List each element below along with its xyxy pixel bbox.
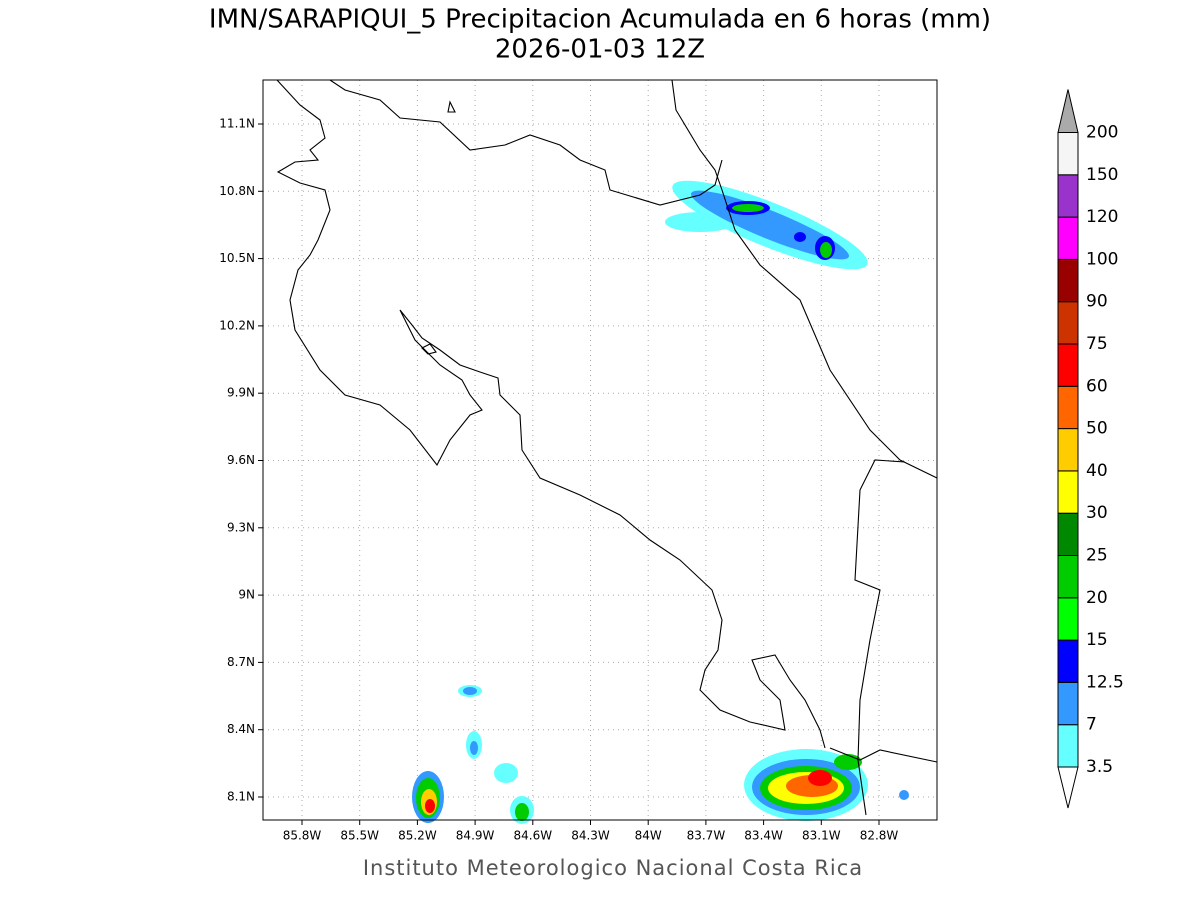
lon-label: 85.2W	[398, 829, 437, 843]
coastlines	[276, 79, 938, 816]
lat-label: 10.5N	[219, 251, 255, 265]
colorbar-segment	[1057, 258, 1079, 303]
lat-label: 9.3N	[227, 520, 255, 534]
lon-label: 83.1W	[802, 829, 841, 843]
lat-label: 9.6N	[227, 453, 255, 467]
colorbar-label: 40	[1086, 461, 1108, 481]
colorbar-segment	[1057, 301, 1079, 345]
colorbar-segment	[1057, 681, 1079, 726]
lon-label: 84.9W	[456, 829, 495, 843]
colorbar-segment	[1057, 597, 1079, 641]
colorbar-segment	[1057, 343, 1079, 387]
lon-label: 82.8W	[860, 829, 899, 843]
colorbar-segment	[1057, 216, 1079, 260]
map-subtitle: 2026-01-03 12Z	[495, 35, 705, 65]
lat-label: 11.1N	[219, 117, 255, 131]
lat-label: 8.4N	[227, 722, 255, 736]
grid: 11.1N 10.8N 10.5N 10.2N 9.9N 9.6N 9.3N 9N 8.7N 8.…	[219, 80, 937, 843]
lat-label: 10.8N	[219, 184, 255, 198]
colorbar: 3.5 7 12.5 15 20 25 30 40 50 60 75 90 100 120 150 200	[1057, 89, 1124, 809]
colorbar-segment	[1057, 174, 1079, 218]
lon-label: 84W	[635, 829, 662, 843]
colorbar-label: 50	[1086, 419, 1108, 439]
colorbar-label: 200	[1086, 123, 1118, 143]
map-title: IMN/SARAPIQUI_5 Precipitacion Acumulada …	[209, 5, 991, 35]
lon-label: 83.4W	[744, 829, 783, 843]
map-frame	[262, 79, 938, 821]
colorbar-label: 20	[1086, 588, 1108, 608]
colorbar-label: 3.5	[1086, 757, 1113, 777]
colorbar-label: 30	[1086, 503, 1108, 523]
lon-label: 85.5W	[340, 829, 379, 843]
lon-label: 84.3W	[571, 829, 610, 843]
colorbar-segment	[1057, 385, 1079, 430]
precipitation	[412, 180, 909, 824]
lat-label: 9.9N	[227, 386, 255, 400]
colorbar-segment	[1057, 724, 1079, 768]
colorbar-segment	[1057, 512, 1079, 557]
lon-label: 83.7W	[687, 829, 726, 843]
colorbar-label: 100	[1086, 249, 1118, 269]
colorbar-label: 75	[1086, 334, 1108, 354]
colorbar-label: 60	[1086, 376, 1108, 396]
colorbar-segment	[1057, 639, 1079, 683]
lat-label: 10.2N	[219, 318, 255, 332]
colorbar-segment	[1057, 428, 1079, 472]
colorbar-end	[1057, 766, 1079, 809]
lon-label: 84.6W	[514, 829, 553, 843]
lat-label: 8.1N	[227, 790, 255, 804]
colorbar-segment	[1057, 555, 1079, 599]
colorbar-segment	[1057, 470, 1079, 514]
lat-label: 8.7N	[227, 655, 255, 669]
colorbar-label: 120	[1086, 207, 1118, 227]
colorbar-label: 12.5	[1086, 672, 1124, 692]
colorbar-end	[1057, 89, 1079, 133]
colorbar-label: 150	[1086, 165, 1118, 185]
colorbar-label: 7	[1086, 715, 1097, 735]
lat-label: 9N	[238, 588, 255, 602]
colorbar-label: 90	[1086, 292, 1108, 312]
colorbar-label: 25	[1086, 546, 1108, 566]
colorbar-label: 15	[1086, 630, 1108, 650]
footer: Instituto Meteorologico Nacional Costa R…	[363, 856, 863, 880]
colorbar-segment	[1057, 132, 1079, 176]
lon-label: 85.8W	[283, 829, 322, 843]
